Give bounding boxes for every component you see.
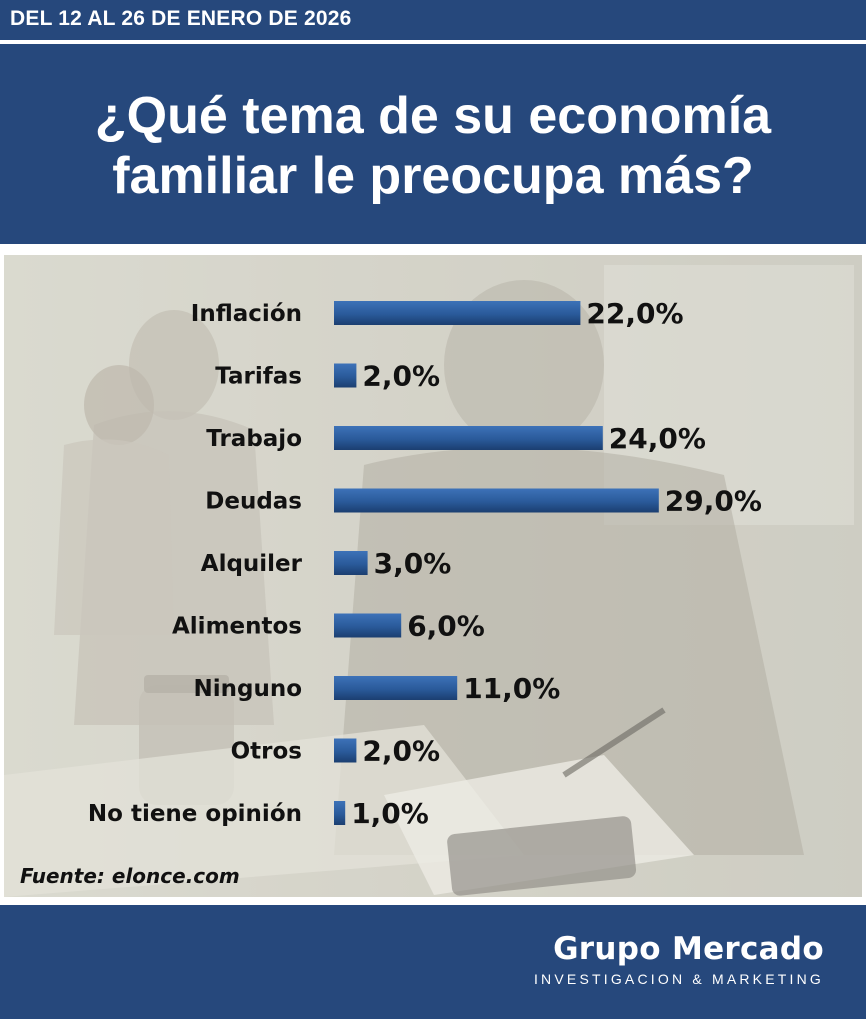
category-label: Alimentos — [172, 614, 302, 640]
title-line-2: familiar le preocupa más? — [112, 147, 754, 205]
bar — [334, 676, 458, 700]
background-photo — [4, 255, 862, 897]
title-banner: ¿Qué tema de su economía familiar le pre… — [0, 44, 866, 244]
value-label: 11,0% — [463, 672, 560, 705]
value-label: 29,0% — [665, 485, 762, 518]
category-label: Tarifas — [215, 364, 302, 390]
category-label: Otros — [231, 739, 302, 765]
bar — [334, 738, 357, 763]
category-label: Ninguno — [193, 676, 302, 702]
bar-chart: Inflación 22,0% Tarifas 2,0% Trabajo 24,0% Deu… — [88, 297, 762, 830]
title-line-1: ¿Qué tema de su economía — [94, 87, 772, 145]
category-label: Alquiler — [201, 551, 303, 577]
category-label: Trabajo — [206, 426, 302, 452]
value-label: 2,0% — [362, 735, 440, 768]
category-label: Deudas — [205, 489, 302, 515]
chart-title: ¿Qué tema de su economía familiar le pre… — [20, 86, 846, 206]
bar — [334, 613, 402, 638]
value-label: 1,0% — [351, 797, 429, 830]
bar — [334, 551, 368, 575]
value-label: 22,0% — [586, 297, 683, 330]
category-label: Inflación — [191, 301, 302, 327]
bar — [334, 301, 581, 325]
value-label: 24,0% — [609, 422, 706, 455]
date-banner: DEL 12 AL 26 DE ENERO DE 2026 — [0, 0, 866, 40]
brand-tagline: INVESTIGACION & MARKETING — [533, 971, 824, 987]
bar — [334, 488, 659, 513]
background-illustration — [4, 255, 862, 897]
value-label: 2,0% — [362, 360, 440, 393]
bar — [334, 426, 603, 450]
footer-banner: Grupo Mercado INVESTIGACION & MARKETING — [0, 905, 866, 1019]
source-note: Fuente: elonce.com — [20, 864, 240, 888]
bar — [334, 363, 357, 388]
bar — [334, 801, 346, 825]
date-range-text: DEL 12 AL 26 DE ENERO DE 2026 — [10, 7, 352, 30]
category-label: No tiene opinión — [88, 801, 302, 827]
brand-name: Grupo Mercado — [553, 931, 824, 967]
value-label: 3,0% — [374, 547, 452, 580]
value-label: 6,0% — [407, 610, 485, 643]
